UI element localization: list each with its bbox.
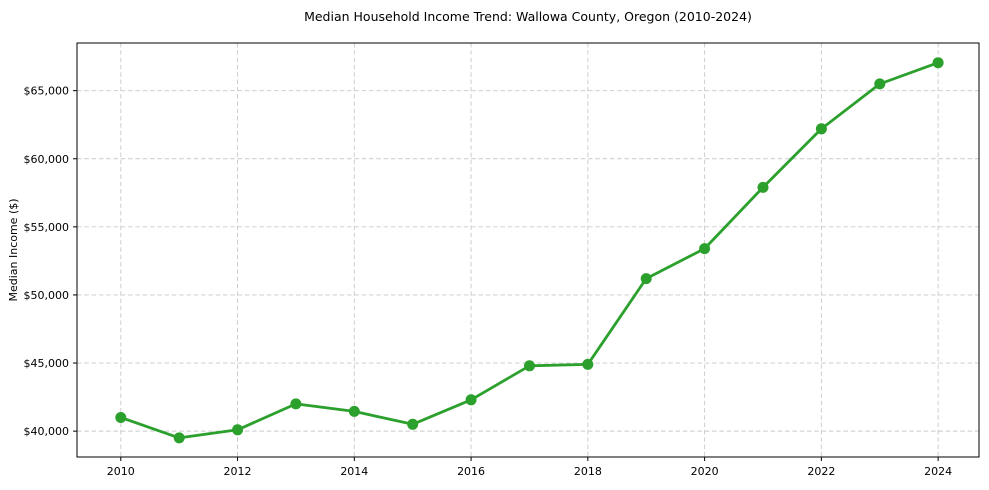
tick-marks	[73, 90, 939, 461]
x-tick-label: 2016	[457, 465, 485, 478]
trend-line	[119, 61, 940, 440]
data-point-2015	[407, 418, 419, 430]
data-point-2024	[932, 57, 944, 69]
data-point-2017	[524, 360, 535, 372]
x-tick-label: 2014	[340, 465, 368, 478]
data-point-2013	[290, 398, 302, 410]
x-tick-label: 2020	[691, 465, 719, 478]
data-point-2020	[699, 243, 711, 255]
data-point-2023	[874, 78, 886, 90]
x-tick-label: 2012	[224, 465, 252, 478]
data-point-2012	[232, 424, 244, 436]
y-tick-label: $65,000	[24, 85, 70, 98]
chart-title: Median Household Income Trend: Wallowa C…	[304, 9, 752, 24]
y-tick-label: $50,000	[24, 289, 70, 302]
data-point-2014	[348, 405, 360, 417]
plot-border	[76, 42, 980, 458]
x-tick-label: 2022	[807, 465, 835, 478]
x-tick-label: 2010	[107, 465, 135, 478]
x-tick-label: 2024	[924, 465, 952, 478]
data-point-2019	[640, 273, 652, 285]
income-series	[115, 57, 944, 444]
data-point-2022	[815, 123, 827, 135]
data-point-2021	[757, 181, 769, 193]
gridlines	[77, 43, 979, 457]
data-point-2010	[115, 412, 127, 423]
y-axis-label: Median Income ($)	[7, 198, 20, 301]
y-tick-label: $60,000	[24, 153, 70, 166]
data-point-2018	[582, 358, 594, 370]
x-tick-label: 2018	[574, 465, 602, 478]
y-tick-label: $40,000	[24, 425, 70, 438]
data-point-2016	[465, 394, 477, 406]
y-tick-label: $45,000	[24, 357, 70, 370]
tick-labels: $40,000 $45,000 $50,000 $55,000 $60,000 $65,0…	[24, 85, 953, 478]
data-point-2011	[173, 432, 185, 444]
y-tick-label: $55,000	[24, 221, 70, 234]
